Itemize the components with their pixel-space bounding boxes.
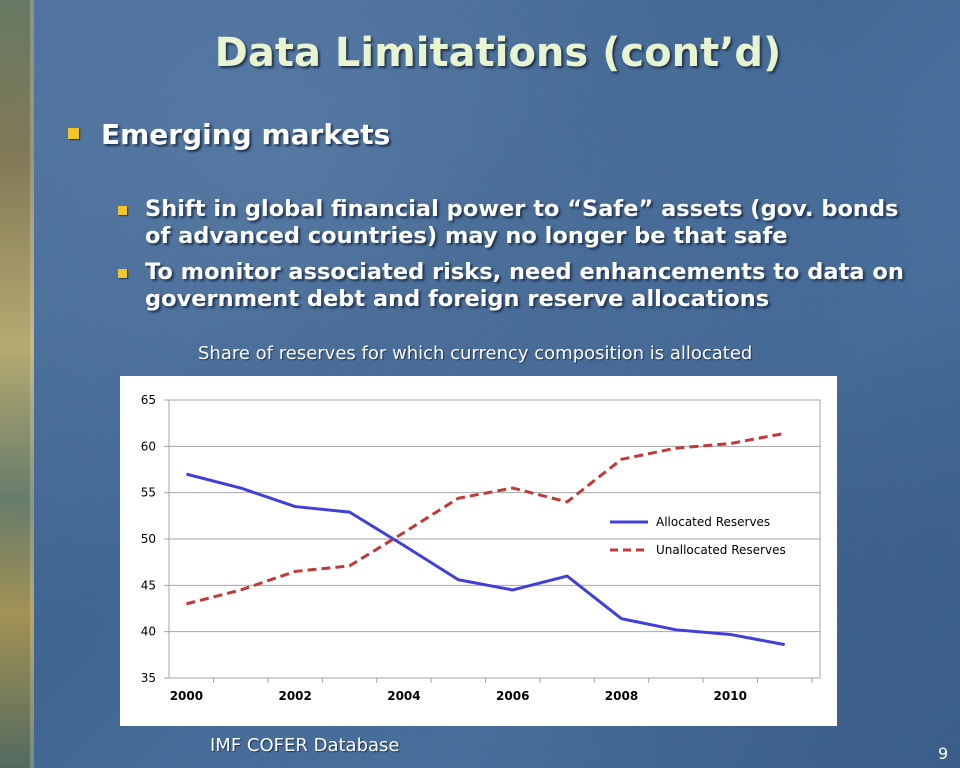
x-tick-label: 2002 (278, 689, 311, 703)
y-tick-label: 50 (141, 532, 156, 546)
y-tick-label: 60 (141, 439, 156, 453)
y-tick-label: 45 (141, 578, 156, 592)
slide-title: Data Limitations (cont’d) (214, 30, 782, 76)
y-tick-label: 40 (141, 625, 156, 639)
main-bullet: Emerging markets (68, 118, 390, 151)
legend-label: Unallocated Reserves (656, 543, 786, 557)
source-note: IMF COFER Database (210, 735, 400, 756)
series-line-allocated (186, 472, 785, 647)
sub-bullet-2-text: To monitor associated risks, need enhanc… (145, 259, 904, 312)
y-tick-label: 55 (141, 486, 156, 500)
series-line-unallocated (186, 431, 785, 606)
chart-container: 35 40 45 50 55 60 65 2000 2002 2004 2006 2008 2010 Al… (120, 376, 837, 726)
x-tick-label: 2004 (387, 689, 420, 703)
legend-label: Allocated Reserves (656, 515, 770, 529)
sub-bullet-1-text: Shift in global financial power to “Safe… (145, 196, 899, 249)
bullet-square-icon (68, 127, 79, 139)
chart-caption: Share of reserves for which currency com… (198, 343, 753, 364)
sub-bullet-2: To monitor associated risks, need enhanc… (118, 259, 928, 313)
line-chart: 35 40 45 50 55 60 65 2000 2002 2004 2006 2008 2010 Al… (141, 393, 821, 703)
main-bullet-text: Emerging markets (101, 118, 391, 151)
x-tick-label: 2008 (605, 689, 638, 703)
x-tick-label: 2000 (170, 689, 203, 703)
sub-bullet-1: Shift in global financial power to “Safe… (118, 196, 928, 250)
decorative-side-strip (0, 0, 34, 768)
y-tick-label: 35 (141, 671, 156, 685)
x-tick-label: 2006 (496, 689, 529, 703)
x-tick-label: 2010 (714, 689, 747, 703)
bullet-square-icon (118, 269, 127, 278)
y-tick-label: 65 (141, 393, 156, 407)
bullet-square-icon (118, 206, 127, 215)
page-number: 9 (938, 744, 949, 763)
